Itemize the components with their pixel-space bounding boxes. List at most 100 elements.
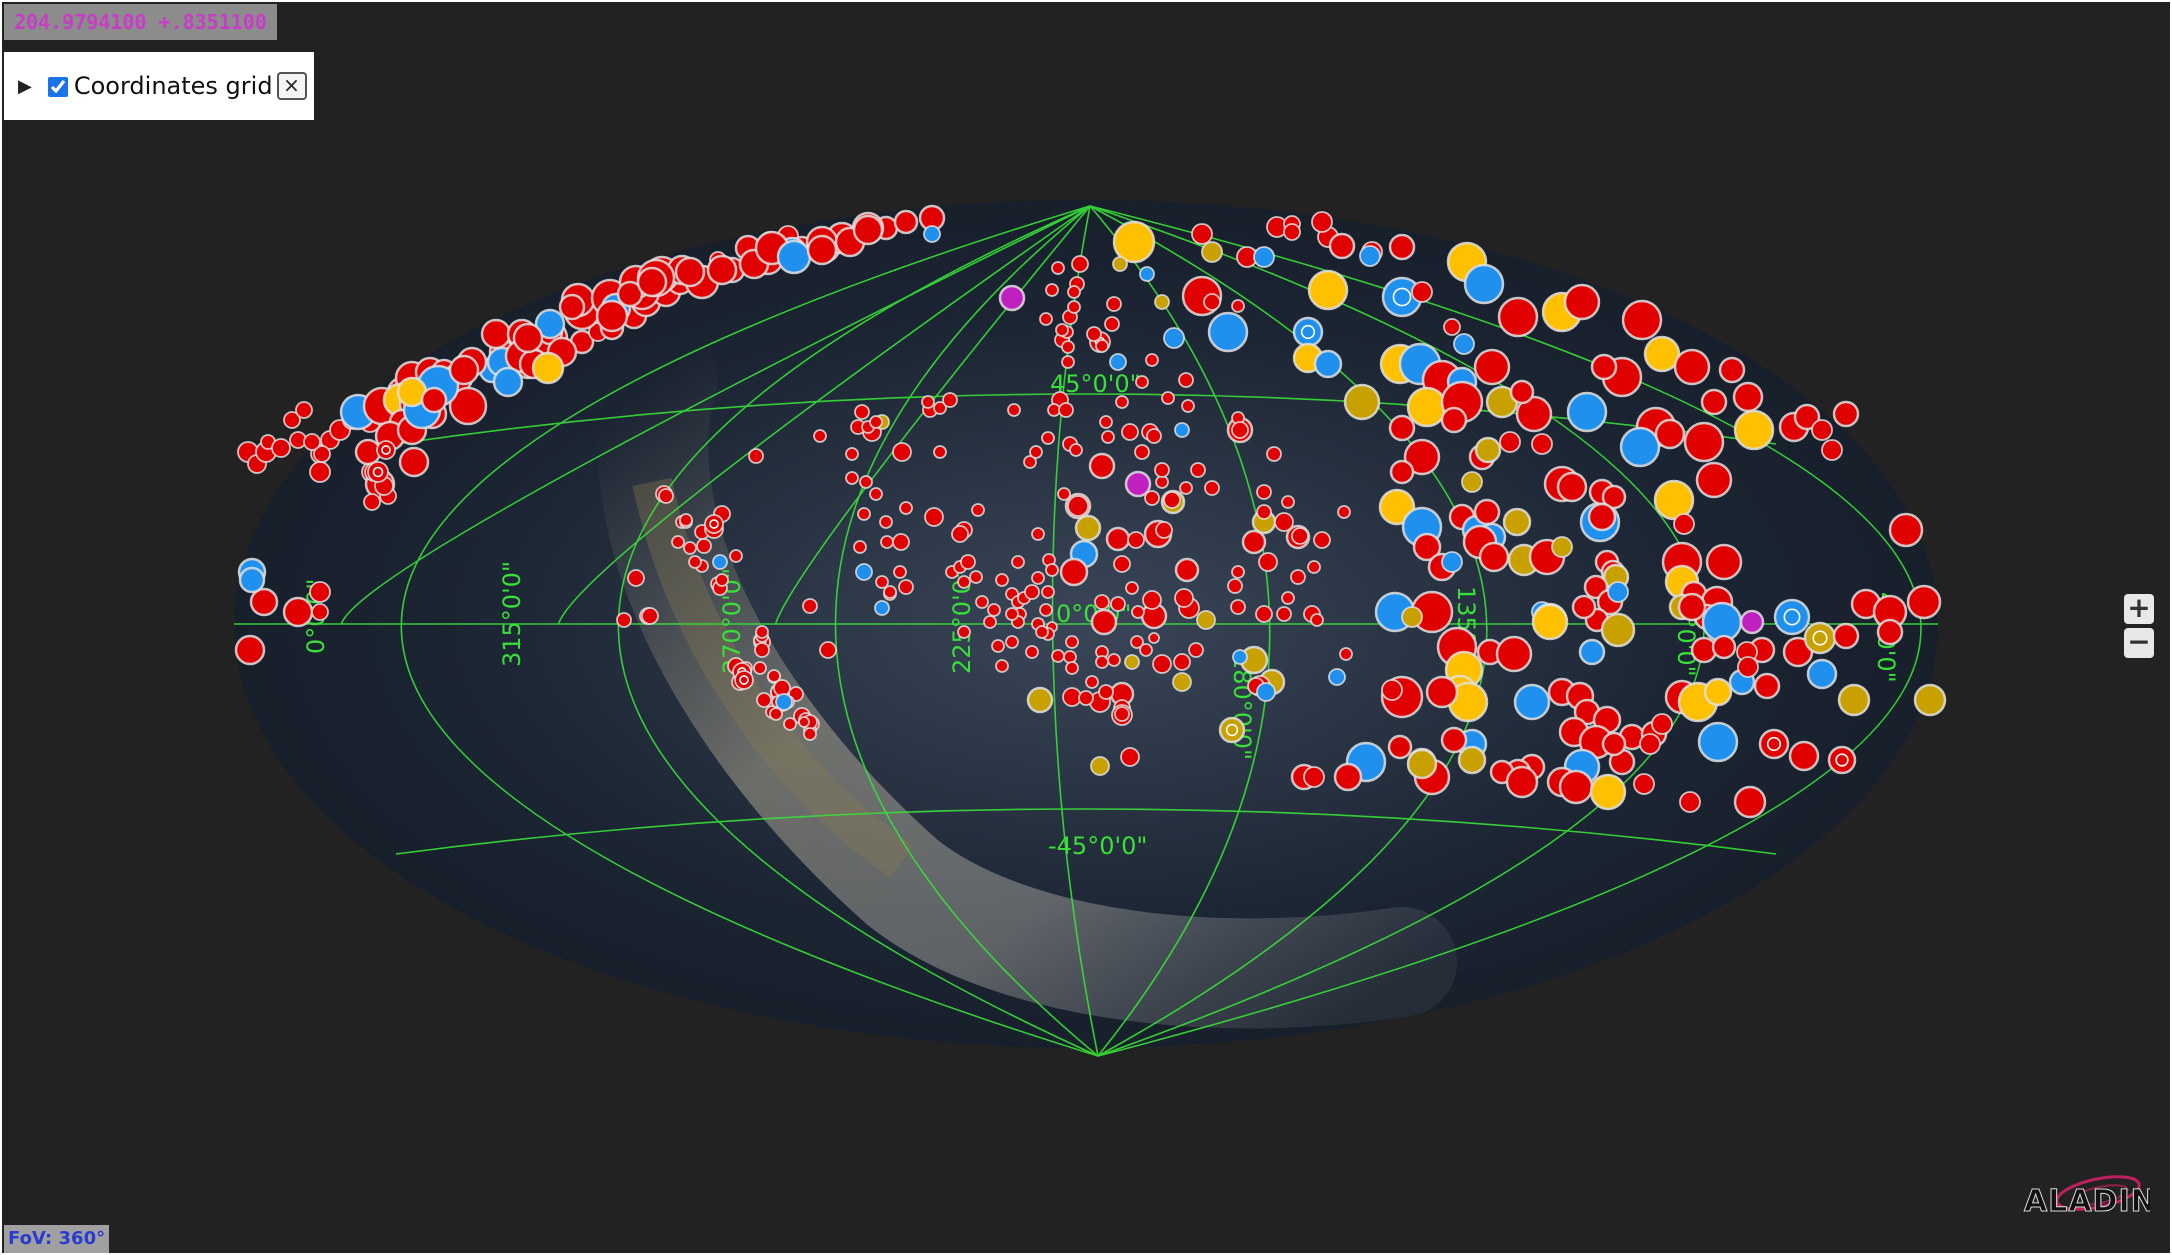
catalog-source-marker[interactable]: [1101, 430, 1115, 444]
catalog-source-marker[interactable]: [1509, 379, 1535, 405]
catalog-source-marker[interactable]: [1196, 610, 1216, 630]
coordinates-grid-checkbox[interactable]: [47, 77, 68, 97]
catalog-source-marker[interactable]: [715, 573, 729, 587]
catalog-source-marker[interactable]: [1718, 356, 1746, 384]
catalog-source-marker[interactable]: [991, 639, 1005, 653]
catalog-source-marker[interactable]: [1144, 490, 1160, 506]
catalog-source-marker[interactable]: [1697, 721, 1739, 763]
catalog-source-marker[interactable]: [892, 442, 912, 462]
catalog-source-marker[interactable]: [1311, 211, 1333, 233]
catalog-source-marker[interactable]: [1241, 529, 1267, 555]
catalog-source-marker[interactable]: [1063, 650, 1077, 664]
catalog-source-marker[interactable]: [1178, 372, 1194, 388]
catalog-source-marker[interactable]: [1146, 428, 1162, 444]
catalog-source-marker[interactable]: [1401, 606, 1423, 628]
catalog-source-marker[interactable]: [1563, 283, 1601, 321]
catalog-source-marker[interactable]: [1107, 653, 1121, 667]
catalog-source-marker[interactable]: [853, 540, 867, 554]
catalog-source-marker[interactable]: [1256, 504, 1272, 520]
catalog-source-marker[interactable]: [1112, 256, 1128, 272]
catalog-source-marker[interactable]: [1440, 726, 1468, 754]
catalog-source-marker[interactable]: [854, 404, 870, 420]
catalog-source-marker[interactable]: [1112, 220, 1156, 264]
catalog-source-marker[interactable]: [1094, 594, 1110, 610]
catalog-source-marker[interactable]: [921, 395, 935, 409]
catalog-source-marker[interactable]: [658, 488, 674, 504]
catalog-source-marker[interactable]: [1700, 388, 1728, 416]
catalog-source-marker[interactable]: [696, 538, 712, 554]
catalog-source-marker[interactable]: [776, 239, 812, 275]
catalog-source-marker[interactable]: [1024, 584, 1040, 600]
catalog-source-marker[interactable]: [1011, 555, 1025, 569]
catalog-source-marker[interactable]: [756, 692, 772, 708]
catalog-source-marker[interactable]: [1115, 395, 1129, 409]
catalog-source-marker[interactable]: [957, 575, 971, 589]
catalog-source-marker[interactable]: [1387, 734, 1413, 760]
catalog-source-marker[interactable]: [1695, 461, 1733, 499]
catalog-source-marker[interactable]: [1412, 532, 1442, 562]
catalog-source-marker[interactable]: [879, 515, 893, 529]
catalog-source-marker[interactable]: [1651, 713, 1673, 735]
catalog-source-marker[interactable]: [1290, 569, 1306, 585]
catalog-source-marker[interactable]: [1069, 443, 1083, 457]
catalog-source-marker[interactable]: [893, 565, 907, 579]
catalog-source-marker[interactable]: [1061, 340, 1075, 354]
catalog-source-marker[interactable]: [874, 600, 890, 616]
catalog-source-marker[interactable]: [969, 570, 983, 584]
catalog-source-marker[interactable]: [367, 461, 389, 483]
catalog-source-marker[interactable]: [1231, 421, 1249, 439]
catalog-source-marker[interactable]: [933, 401, 947, 415]
catalog-source-marker[interactable]: [641, 607, 659, 625]
catalog-source-marker[interactable]: [311, 603, 329, 621]
catalog-source-marker[interactable]: [1307, 269, 1349, 311]
catalog-source-marker[interactable]: [1231, 565, 1245, 579]
catalog-source-marker[interactable]: [1337, 505, 1351, 519]
catalog-source-marker[interactable]: [1406, 386, 1448, 428]
catalog-source-marker[interactable]: [238, 566, 266, 594]
catalog-source-marker[interactable]: [1473, 498, 1501, 526]
catalog-source-marker[interactable]: [1232, 649, 1248, 665]
catalog-source-marker[interactable]: [1571, 594, 1597, 620]
catalog-source-marker[interactable]: [875, 575, 889, 589]
catalog-source-marker[interactable]: [1191, 223, 1213, 245]
catalog-source-marker[interactable]: [1758, 728, 1790, 760]
catalog-source-marker[interactable]: [1172, 672, 1192, 692]
catalog-source-marker[interactable]: [512, 322, 544, 354]
catalog-source-marker[interactable]: [1121, 423, 1139, 441]
catalog-source-marker[interactable]: [734, 670, 754, 690]
catalog-source-marker[interactable]: [1307, 560, 1321, 574]
catalog-source-marker[interactable]: [1389, 459, 1415, 485]
catalog-source-marker[interactable]: [1174, 588, 1194, 608]
catalog-source-marker[interactable]: [1155, 521, 1173, 539]
catalog-source-marker[interactable]: [1589, 773, 1627, 811]
catalog-source-marker[interactable]: [1266, 446, 1282, 462]
catalog-source-marker[interactable]: [1005, 607, 1019, 621]
catalog-source-marker[interactable]: [706, 254, 738, 286]
catalog-source-marker[interactable]: [1343, 383, 1381, 421]
zoom-out-button[interactable]: −: [2124, 628, 2154, 658]
catalog-source-marker[interactable]: [783, 717, 797, 731]
catalog-source-marker[interactable]: [775, 693, 793, 711]
catalog-source-marker[interactable]: [616, 612, 632, 628]
catalog-source-marker[interactable]: [1601, 484, 1627, 510]
catalog-source-marker[interactable]: [1231, 299, 1245, 313]
catalog-source-marker[interactable]: [983, 615, 997, 629]
catalog-source-marker[interactable]: [1607, 581, 1629, 603]
catalog-source-marker[interactable]: [1578, 638, 1606, 666]
catalog-source-marker[interactable]: [1154, 294, 1170, 310]
catalog-source-marker[interactable]: [802, 598, 818, 614]
catalog-source-marker[interactable]: [1061, 355, 1075, 369]
catalog-source-marker[interactable]: [492, 366, 524, 398]
catalog-source-marker[interactable]: [806, 234, 838, 266]
catalog-source-marker[interactable]: [1292, 316, 1324, 348]
catalog-source-marker[interactable]: [1832, 622, 1860, 650]
catalog-source-marker[interactable]: [1737, 656, 1759, 678]
catalog-source-marker[interactable]: [798, 716, 810, 728]
catalog-source-marker[interactable]: [1837, 683, 1871, 717]
catalog-source-marker[interactable]: [1039, 603, 1053, 617]
catalog-source-marker[interactable]: [899, 501, 913, 515]
catalog-source-marker[interactable]: [1161, 391, 1175, 405]
expand-triangle-icon[interactable]: ▶: [18, 75, 32, 97]
catalog-source-marker[interactable]: [1310, 613, 1324, 627]
